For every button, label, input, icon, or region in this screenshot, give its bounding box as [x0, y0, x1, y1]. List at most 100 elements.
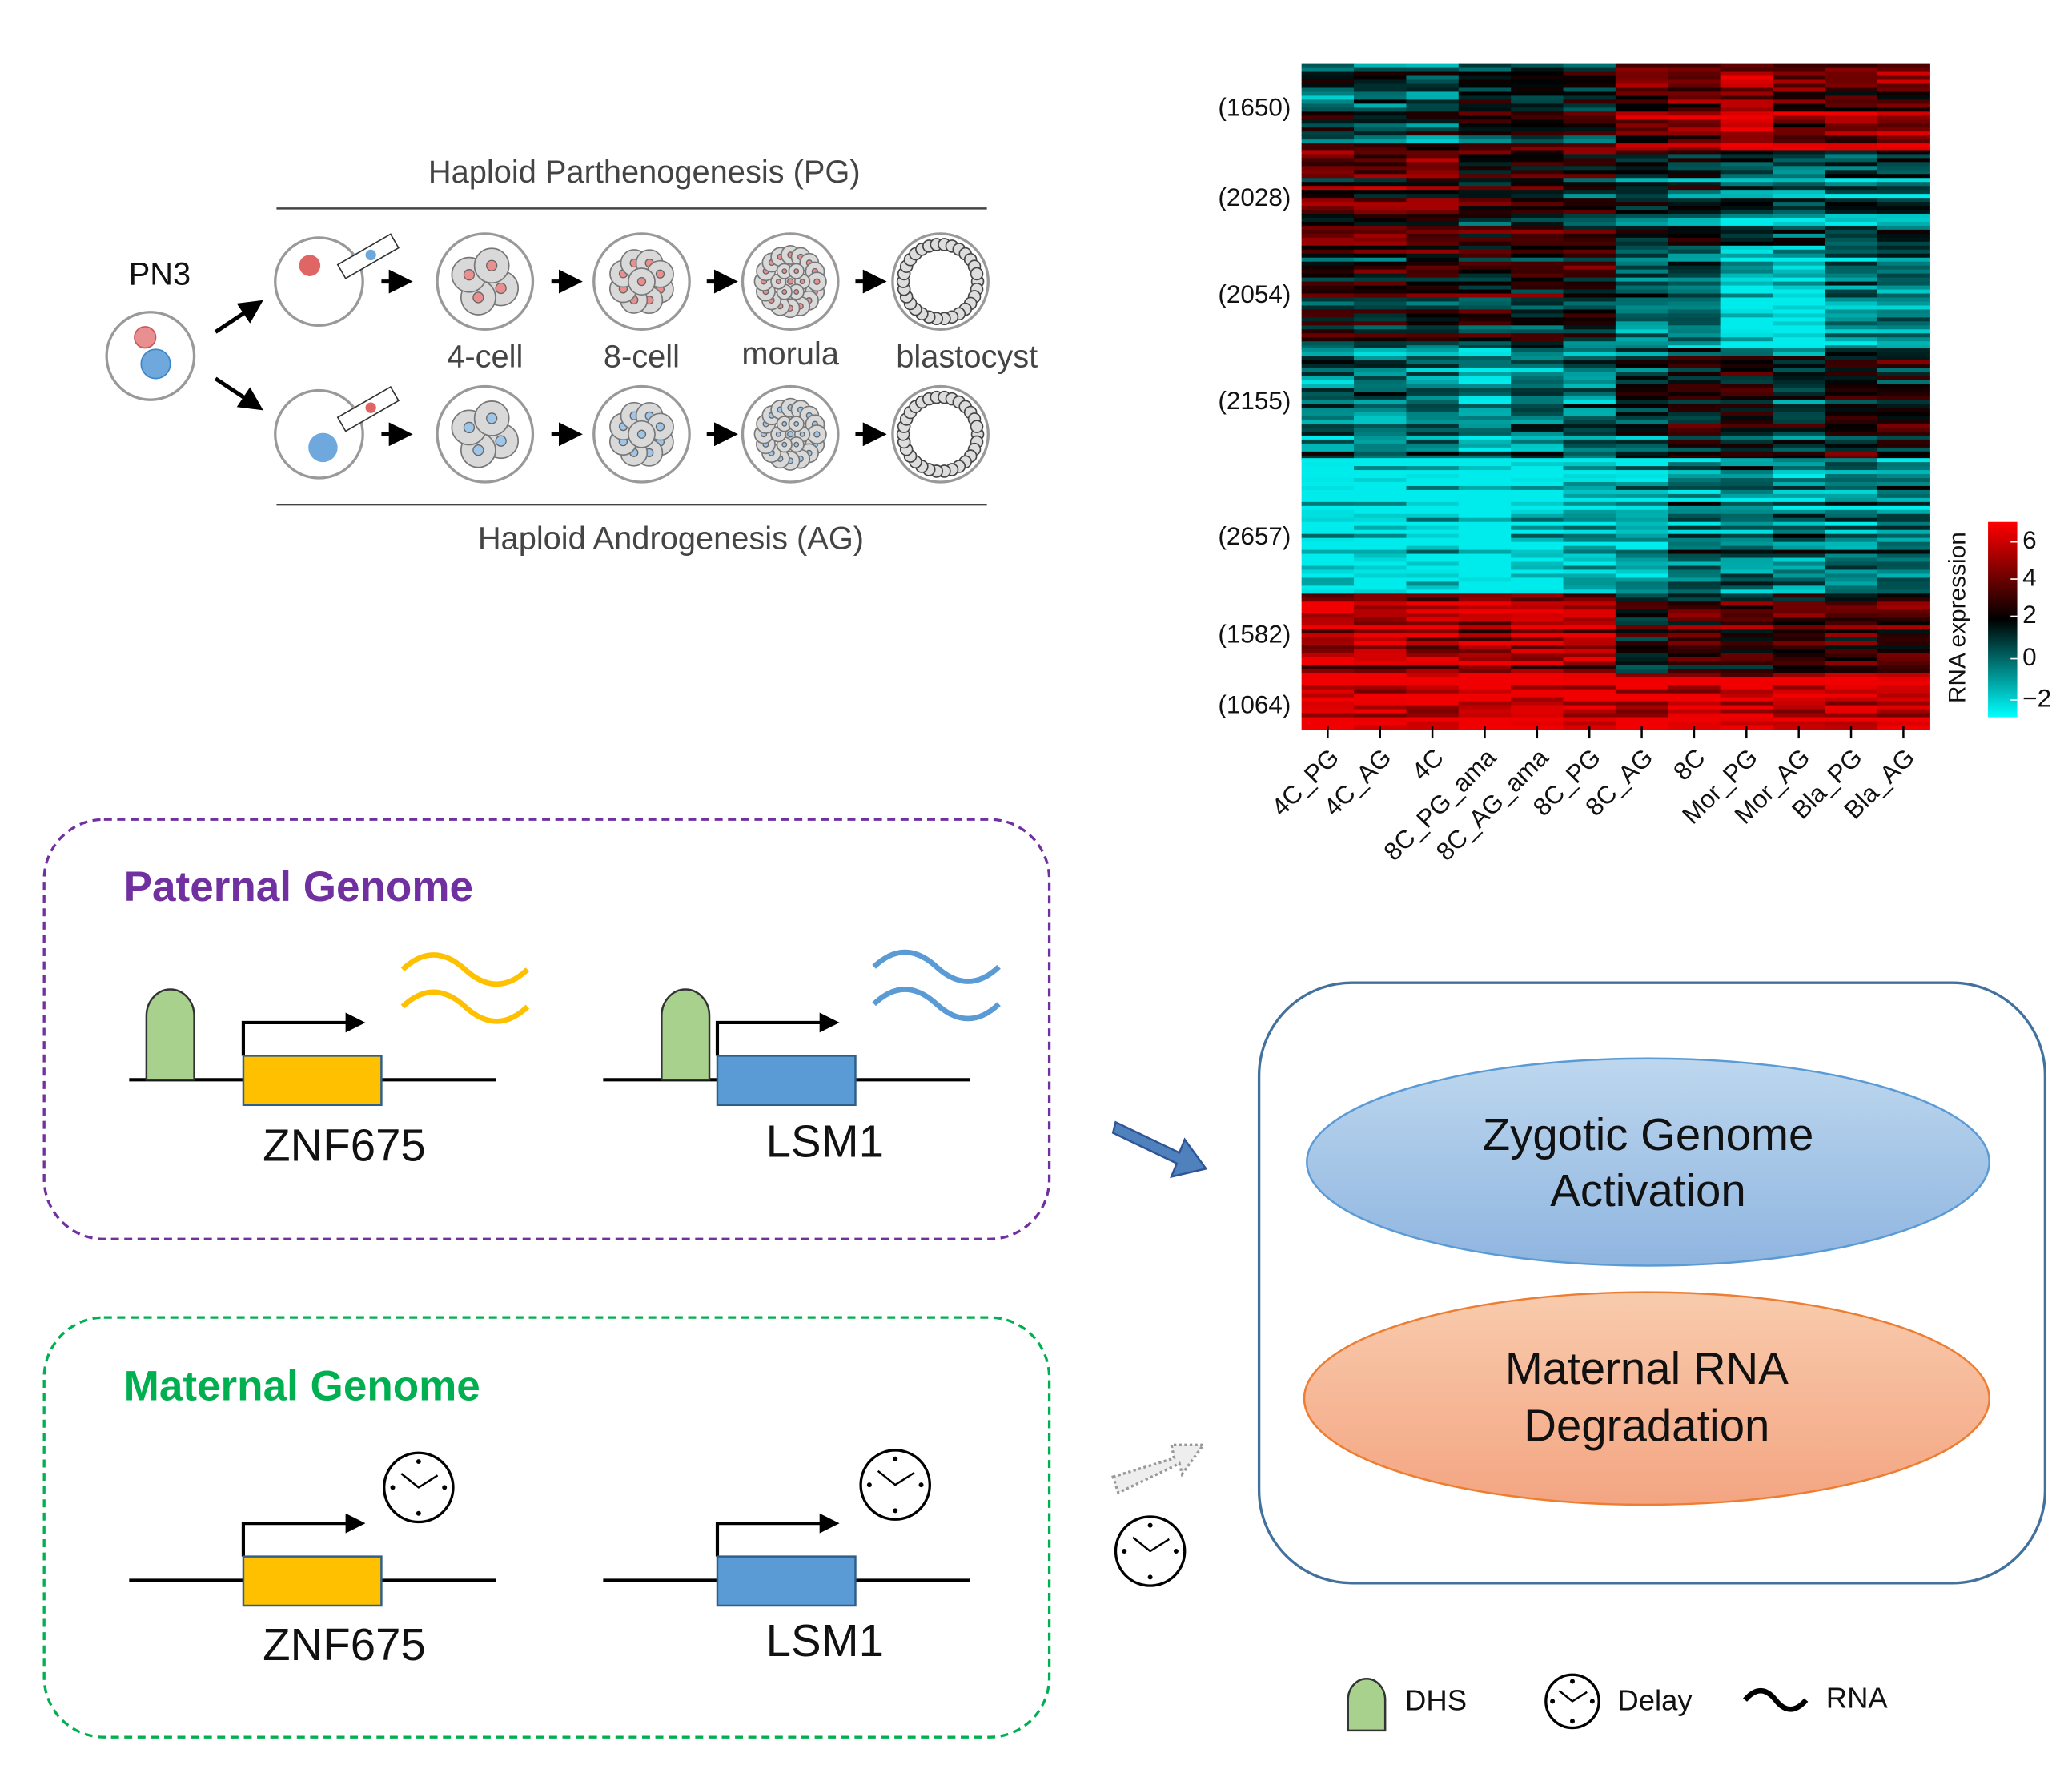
heat-cell	[1668, 424, 1721, 428]
heat-cell	[1301, 194, 1355, 199]
heat-cell	[1615, 245, 1669, 251]
heat-cell	[1511, 245, 1564, 251]
heat-cell	[1301, 545, 1355, 551]
heat-cell	[1406, 356, 1460, 361]
heat-cell	[1301, 713, 1355, 718]
heat-cell	[1563, 400, 1616, 404]
heat-cell	[1458, 424, 1512, 428]
heat-cell	[1877, 210, 1930, 215]
heat-cell	[1563, 685, 1616, 690]
heat-cell	[1301, 229, 1355, 235]
heat-cell	[1354, 233, 1407, 239]
heat-cell	[1615, 661, 1669, 666]
heat-cell	[1668, 625, 1721, 630]
heat-cell	[1301, 501, 1355, 507]
heat-cell	[1720, 289, 1773, 295]
heat-cell	[1825, 601, 1878, 607]
heat-cell	[1772, 400, 1826, 404]
heat-cell	[1301, 396, 1355, 401]
heat-cell	[1563, 641, 1616, 646]
heat-cell	[1458, 210, 1512, 215]
heat-cell	[1720, 348, 1773, 353]
heat-cell	[1563, 629, 1616, 634]
heat-cell	[1563, 439, 1616, 444]
heat-cell	[1772, 478, 1826, 483]
heat-cell	[1354, 489, 1407, 495]
heat-cell	[1511, 549, 1564, 555]
heat-cell	[1720, 178, 1773, 183]
heat-cell	[1406, 67, 1460, 73]
heat-cell	[1511, 277, 1564, 283]
heat-cell	[1825, 633, 1878, 638]
heat-cell	[1406, 420, 1460, 424]
heat-cell	[1301, 131, 1355, 136]
heat-cell	[1668, 111, 1721, 117]
heat-cell	[1301, 162, 1355, 167]
heat-cell	[1458, 341, 1512, 347]
heat-cell	[1877, 293, 1930, 299]
heat-cell	[1354, 481, 1407, 487]
heat-cell	[1825, 621, 1878, 626]
heat-cell	[1406, 388, 1460, 393]
heat-cell	[1354, 87, 1407, 93]
heat-cell	[1668, 384, 1721, 389]
tss-arrow	[241, 1012, 366, 1056]
heat-cell	[1458, 229, 1512, 235]
heat-cell	[1877, 273, 1930, 279]
heat-cell	[1772, 458, 1826, 463]
heat-cell	[1563, 420, 1616, 424]
heat-cell	[1668, 273, 1721, 279]
heat-cell	[1772, 225, 1826, 231]
heat-cell	[1301, 443, 1355, 448]
heat-cell	[1458, 115, 1512, 121]
heat-cell	[1615, 585, 1669, 591]
heat-cell	[1563, 368, 1616, 373]
heat-cell	[1354, 273, 1407, 279]
heat-cell	[1563, 589, 1616, 595]
heat-cell	[1668, 693, 1721, 698]
heat-cell	[1720, 269, 1773, 275]
heat-cell	[1772, 669, 1826, 674]
heat-cell	[1720, 517, 1773, 523]
heat-cell	[1458, 249, 1512, 255]
heat-cell	[1772, 517, 1826, 523]
heat-cell	[1720, 505, 1773, 511]
heat-cell	[1825, 585, 1878, 591]
heat-cell	[1877, 637, 1930, 642]
heat-cell	[1406, 348, 1460, 353]
heat-cell	[1877, 186, 1930, 191]
heat-cell	[1354, 384, 1407, 389]
heat-cell	[1354, 697, 1407, 702]
heat-cell	[1825, 629, 1878, 634]
heat-cell	[1301, 513, 1355, 519]
nucleus	[636, 429, 647, 439]
heat-cell	[1301, 525, 1355, 531]
heat-cell	[1406, 625, 1460, 630]
heat-cell	[1720, 597, 1773, 603]
heat-cell	[1406, 717, 1460, 722]
heat-cell	[1772, 416, 1826, 420]
heat-cell	[1615, 689, 1669, 694]
heat-cell	[1825, 537, 1878, 543]
heat-cell	[1615, 721, 1669, 726]
heat-cell	[1720, 565, 1773, 571]
heat-cell	[1511, 229, 1564, 235]
heat-cell	[1301, 521, 1355, 527]
heat-cell	[1877, 629, 1930, 634]
heat-cell	[1563, 325, 1616, 331]
heat-cell	[1406, 621, 1460, 626]
heat-cell	[1563, 71, 1616, 77]
heat-cell	[1615, 63, 1669, 69]
heat-cell	[1354, 553, 1407, 559]
heat-cell	[1615, 198, 1669, 203]
heat-cell	[1511, 533, 1564, 539]
heat-cell	[1720, 285, 1773, 291]
heat-cell	[1354, 525, 1407, 531]
heat-cell	[1720, 233, 1773, 239]
heat-cell	[1511, 341, 1564, 347]
heat-cell	[1877, 709, 1930, 714]
heat-cell	[1877, 380, 1930, 385]
heat-cell	[1772, 412, 1826, 416]
heat-cell	[1720, 408, 1773, 412]
heat-cell	[1615, 253, 1669, 259]
